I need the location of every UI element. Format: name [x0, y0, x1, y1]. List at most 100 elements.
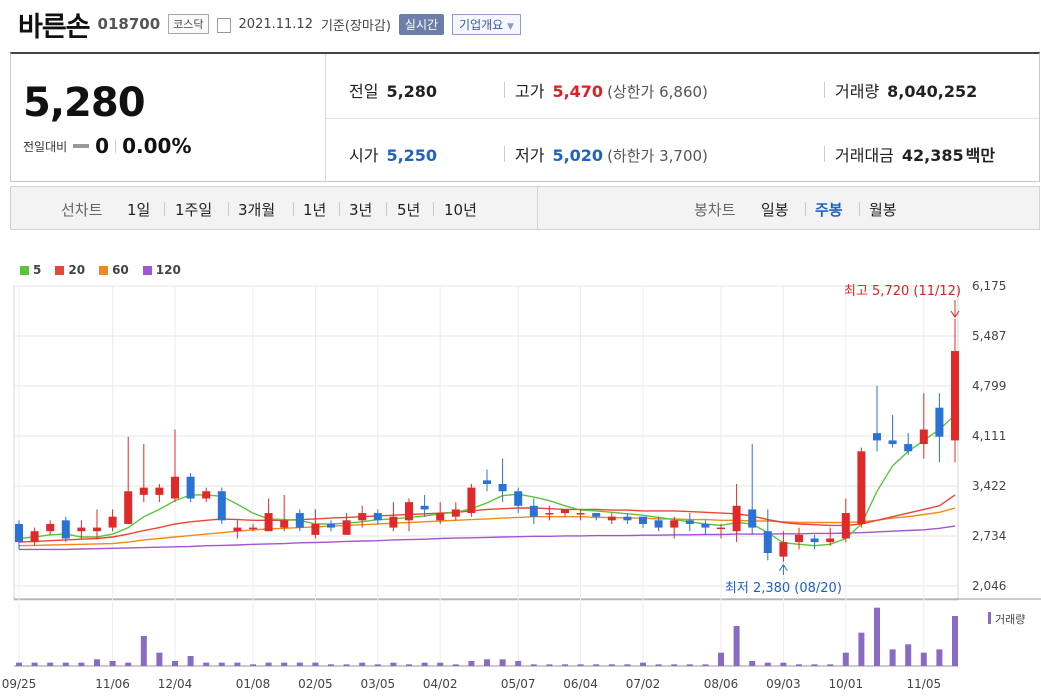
- divider: [433, 202, 434, 216]
- candle-body: [311, 523, 320, 535]
- volume-bar: [78, 662, 85, 666]
- candle-body: [670, 520, 679, 528]
- prev-label: 전일: [349, 82, 379, 101]
- volume-bar: [827, 664, 834, 666]
- volume-bar: [640, 662, 646, 666]
- divider: [386, 202, 387, 216]
- volume-bar: [484, 659, 490, 666]
- candle-body: [873, 433, 881, 441]
- period-1y[interactable]: 1년: [303, 201, 327, 219]
- stock-name: 바른손: [18, 11, 91, 43]
- volume-bar: [796, 664, 802, 666]
- period-3y[interactable]: 3년: [349, 201, 373, 219]
- volume-bar: [250, 664, 256, 666]
- realtime-button[interactable]: 실시간: [398, 13, 445, 35]
- divider: [293, 202, 294, 216]
- x-tick-label: 08/06: [704, 677, 739, 691]
- volume-bar: [172, 661, 178, 666]
- divider: [805, 202, 806, 216]
- ma60-line: [18, 507, 956, 547]
- volume-bar: [468, 661, 475, 666]
- volume-bar: [437, 662, 444, 666]
- y-tick-label: 6,175: [972, 279, 1006, 293]
- candle-daily[interactable]: 일봉: [761, 201, 789, 219]
- volume-bar: [764, 662, 771, 666]
- x-tick-label: 02/05: [298, 677, 333, 691]
- candle-body: [155, 487, 164, 495]
- volume-bar: [203, 662, 210, 666]
- volume-bar: [780, 662, 787, 666]
- y-tick-label: 2,734: [972, 529, 1006, 543]
- volume-bar: [842, 652, 849, 666]
- candle-body: [405, 502, 413, 521]
- divider: [115, 139, 117, 153]
- volume-legend: 거래량: [995, 613, 1025, 626]
- legend-swatch: [142, 265, 152, 275]
- candle-weekly[interactable]: 주봉: [815, 201, 843, 219]
- period-1d[interactable]: 1일: [127, 201, 151, 219]
- company-overview-label: 기업개요: [459, 17, 504, 32]
- x-tick-label: 05/07: [501, 677, 536, 691]
- divider: [859, 202, 860, 216]
- volume-bar: [374, 664, 381, 666]
- candle-body: [826, 538, 835, 543]
- candle-body: [701, 523, 710, 528]
- market-badge: 코스닥: [168, 14, 209, 34]
- volume-bar: [905, 644, 912, 666]
- candle-body: [717, 527, 725, 530]
- divider: [537, 187, 538, 229]
- legend-swatch: [99, 265, 109, 275]
- legend-ma60: 60: [99, 263, 129, 277]
- candle-body: [327, 523, 335, 528]
- volume-bar: [421, 662, 428, 666]
- current-price: 5,280: [23, 80, 146, 126]
- candle-body: [639, 516, 647, 524]
- legend-label: 60: [112, 263, 129, 277]
- x-tick-label: 11/06: [95, 677, 130, 691]
- period-3m[interactable]: 3개월: [238, 201, 276, 219]
- amount-label: 거래대금: [835, 146, 894, 165]
- volume-bar: [125, 662, 132, 666]
- divider: [504, 82, 505, 98]
- candle-body: [15, 523, 23, 543]
- amount-value: 42,385: [901, 146, 964, 165]
- volume-bar: [31, 662, 38, 666]
- legend-label: 20: [68, 263, 86, 277]
- volume-bar: [530, 664, 537, 666]
- divider: [824, 146, 825, 162]
- volume-bar: [858, 632, 865, 666]
- candle-body: [763, 531, 772, 554]
- period-10y[interactable]: 10년: [444, 201, 477, 219]
- candle-body: [841, 513, 850, 539]
- volume-bar: [359, 662, 366, 666]
- candle-body: [795, 534, 803, 543]
- y-tick-label: 4,799: [972, 379, 1006, 393]
- company-overview-dropdown[interactable]: 기업개요 ▼: [452, 13, 521, 35]
- candle-body: [561, 509, 569, 514]
- volume: 거래량 8,040,252: [835, 78, 977, 102]
- volume-bar: [686, 664, 693, 666]
- candle-body: [592, 513, 601, 517]
- candle-body: [888, 440, 897, 445]
- candle-body: [451, 509, 460, 517]
- period-1w[interactable]: 1주일: [175, 201, 213, 219]
- candle-body: [935, 407, 944, 437]
- open-label: 시가: [349, 146, 379, 165]
- volume-bar: [671, 664, 678, 666]
- candle-body: [545, 513, 554, 515]
- legend-swatch: [55, 265, 65, 275]
- change-label: 전일대비: [23, 139, 68, 154]
- volume-bar: [296, 662, 303, 666]
- period-5y[interactable]: 5년: [397, 201, 421, 219]
- candle-body: [576, 513, 585, 515]
- candle-body: [904, 444, 913, 452]
- x-tick-label: 12/04: [158, 677, 193, 691]
- divider: [326, 118, 1039, 119]
- volume-bar: [499, 659, 506, 666]
- candle-body: [342, 520, 351, 535]
- volume-bar: [109, 661, 116, 666]
- volume-bar: [343, 664, 350, 666]
- volume-bar: [936, 649, 943, 666]
- candle-monthly[interactable]: 월봉: [869, 201, 897, 219]
